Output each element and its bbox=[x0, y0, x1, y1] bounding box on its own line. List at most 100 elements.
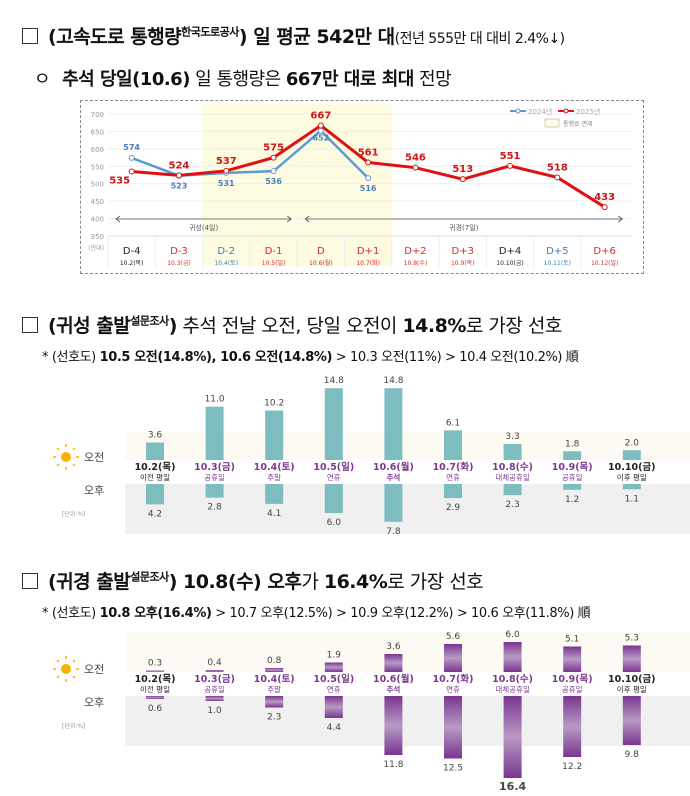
am-value-label: 1.9 bbox=[327, 651, 342, 661]
data-label: 433 bbox=[594, 192, 615, 203]
heading-text: 가 bbox=[301, 571, 324, 593]
am-value-label: 0.8 bbox=[267, 656, 282, 666]
am-label: 오전 bbox=[84, 451, 104, 464]
y-tick-label: 350 bbox=[91, 233, 104, 241]
date-label: 10.10(금) bbox=[608, 674, 655, 685]
pm-bar bbox=[622, 484, 641, 490]
section1-heading: (고속도로 통행량한국도로공사) 일 평균 542만 대(전년 555만 대 대… bbox=[22, 22, 565, 49]
date-label: 10.9(목) bbox=[552, 674, 593, 685]
date-label: 10.3(금) bbox=[167, 260, 191, 267]
data-point bbox=[317, 122, 324, 129]
arrowhead-icon bbox=[304, 215, 623, 223]
data-point bbox=[270, 168, 277, 175]
bullet-text: 일 통행량은 bbox=[189, 69, 286, 90]
date-label: 10.3(금) bbox=[194, 674, 235, 685]
legend-marker bbox=[515, 108, 521, 114]
pm-bar bbox=[503, 696, 522, 778]
am-bar bbox=[503, 443, 522, 460]
data-label: 667 bbox=[310, 111, 331, 122]
pm-value-label: 7.8 bbox=[386, 527, 401, 537]
date-label: 10.4(토) bbox=[254, 462, 295, 473]
am-value-label: 3.6 bbox=[386, 642, 401, 652]
pm-bar bbox=[265, 696, 284, 708]
heading-note: (전년 555만 대 대비 2.4%↓) bbox=[394, 31, 566, 47]
y-tick-label: 550 bbox=[91, 163, 104, 171]
am-value-label: 14.8 bbox=[324, 376, 344, 386]
pm-bar bbox=[622, 696, 641, 745]
am-bar bbox=[146, 670, 164, 672]
y-tick-label: 650 bbox=[91, 128, 104, 136]
day-type-label: 이후 평일 bbox=[617, 684, 647, 694]
day-type-label: 이전 평일 bbox=[140, 472, 170, 482]
data-point bbox=[128, 168, 135, 175]
data-label: 537 bbox=[216, 156, 237, 167]
category-label: D-4 bbox=[123, 246, 141, 257]
category-label: D+6 bbox=[593, 246, 615, 257]
pm-bar bbox=[146, 696, 164, 699]
legend-label: 2024년 bbox=[528, 107, 552, 116]
date-label: 10.4(토) bbox=[214, 260, 238, 267]
note-text: > 10.3 오전(11%) > 10.4 오전(10.2%) 順 bbox=[332, 350, 579, 365]
pm-value-label: 4.1 bbox=[267, 509, 281, 519]
arrowhead-icon bbox=[115, 215, 292, 223]
category-label: D bbox=[317, 246, 325, 257]
am-bar bbox=[444, 430, 462, 460]
category-label: D+1 bbox=[357, 246, 379, 257]
heading-text: ) bbox=[238, 26, 248, 48]
note-text: 10.8 오후(16.4%) bbox=[99, 606, 212, 621]
date-label: 10.5(일) bbox=[313, 461, 354, 473]
line-chart: 350 400 450 500 550 600 650 700 (만대) 귀성(4일) 귀경(7일)… bbox=[88, 104, 632, 268]
note-text: 10.5 오전(14.8%), 10.6 오전(14.8%) bbox=[99, 350, 333, 365]
legend-label: 2025년 bbox=[576, 107, 600, 116]
am-bar bbox=[324, 662, 343, 672]
unit-label: [단위:%] bbox=[62, 510, 85, 518]
pm-bar bbox=[205, 696, 224, 701]
section3-note: * (선호도) 10.8 오후(16.4%) > 10.7 오후(12.5%) … bbox=[42, 602, 591, 621]
am-value-label: 3.6 bbox=[148, 431, 163, 441]
pm-bar bbox=[146, 484, 164, 505]
am-bar bbox=[324, 388, 343, 460]
data-label: 574 bbox=[123, 143, 140, 152]
am-value-label: 5.6 bbox=[446, 632, 461, 642]
data-point bbox=[601, 204, 608, 211]
heading-text: 추석 전날 오전, 당일 오전이 bbox=[176, 315, 403, 337]
sun-icon bbox=[61, 664, 71, 674]
date-label: 10.5(일) bbox=[313, 673, 354, 685]
bullet-text: 추석 당일(10.6) bbox=[62, 69, 190, 90]
am-value-label: 6.0 bbox=[505, 630, 520, 640]
am-bar bbox=[503, 642, 522, 672]
date-label: 10.10(금) bbox=[608, 462, 655, 473]
heading-text: 14.8% bbox=[402, 315, 466, 337]
date-label: 10.12(일) bbox=[591, 259, 618, 267]
pm-value-label: 2.3 bbox=[505, 500, 519, 510]
data-point bbox=[175, 172, 182, 179]
section2-note: * (선호도) 10.5 오전(14.8%), 10.6 오전(14.8%) >… bbox=[42, 346, 579, 365]
am-label: 오전 bbox=[84, 663, 104, 676]
data-point bbox=[270, 154, 277, 161]
data-point bbox=[554, 174, 561, 181]
legend-marker bbox=[563, 108, 569, 114]
data-label: 546 bbox=[405, 153, 426, 164]
y-tick-label: 450 bbox=[91, 198, 104, 206]
data-label: 561 bbox=[358, 147, 379, 158]
date-label: 10.4(토) bbox=[254, 674, 295, 685]
date-label: 10.7(화) bbox=[356, 260, 380, 267]
date-label: 10.11(토) bbox=[544, 260, 571, 267]
sun-icon bbox=[61, 452, 71, 462]
heading-text: 16.4% bbox=[323, 571, 388, 593]
am-bar bbox=[563, 646, 582, 672]
date-label: 10.6(월) bbox=[373, 461, 414, 473]
data-label: 518 bbox=[547, 162, 568, 173]
day-type-label: 공휴일 bbox=[562, 473, 583, 482]
am-bar bbox=[384, 388, 403, 460]
day-type-label: 이전 평일 bbox=[140, 684, 170, 694]
heading-text: (귀성 출발 bbox=[48, 315, 131, 337]
am-value-label: 14.8 bbox=[383, 376, 403, 386]
pm-bar bbox=[324, 484, 343, 514]
pm-bar bbox=[265, 484, 284, 504]
am-value-label: 2.0 bbox=[625, 438, 640, 448]
am-band bbox=[125, 632, 690, 672]
date-label: 10.3(금) bbox=[194, 462, 235, 473]
pm-value-label: 11.8 bbox=[383, 760, 403, 770]
